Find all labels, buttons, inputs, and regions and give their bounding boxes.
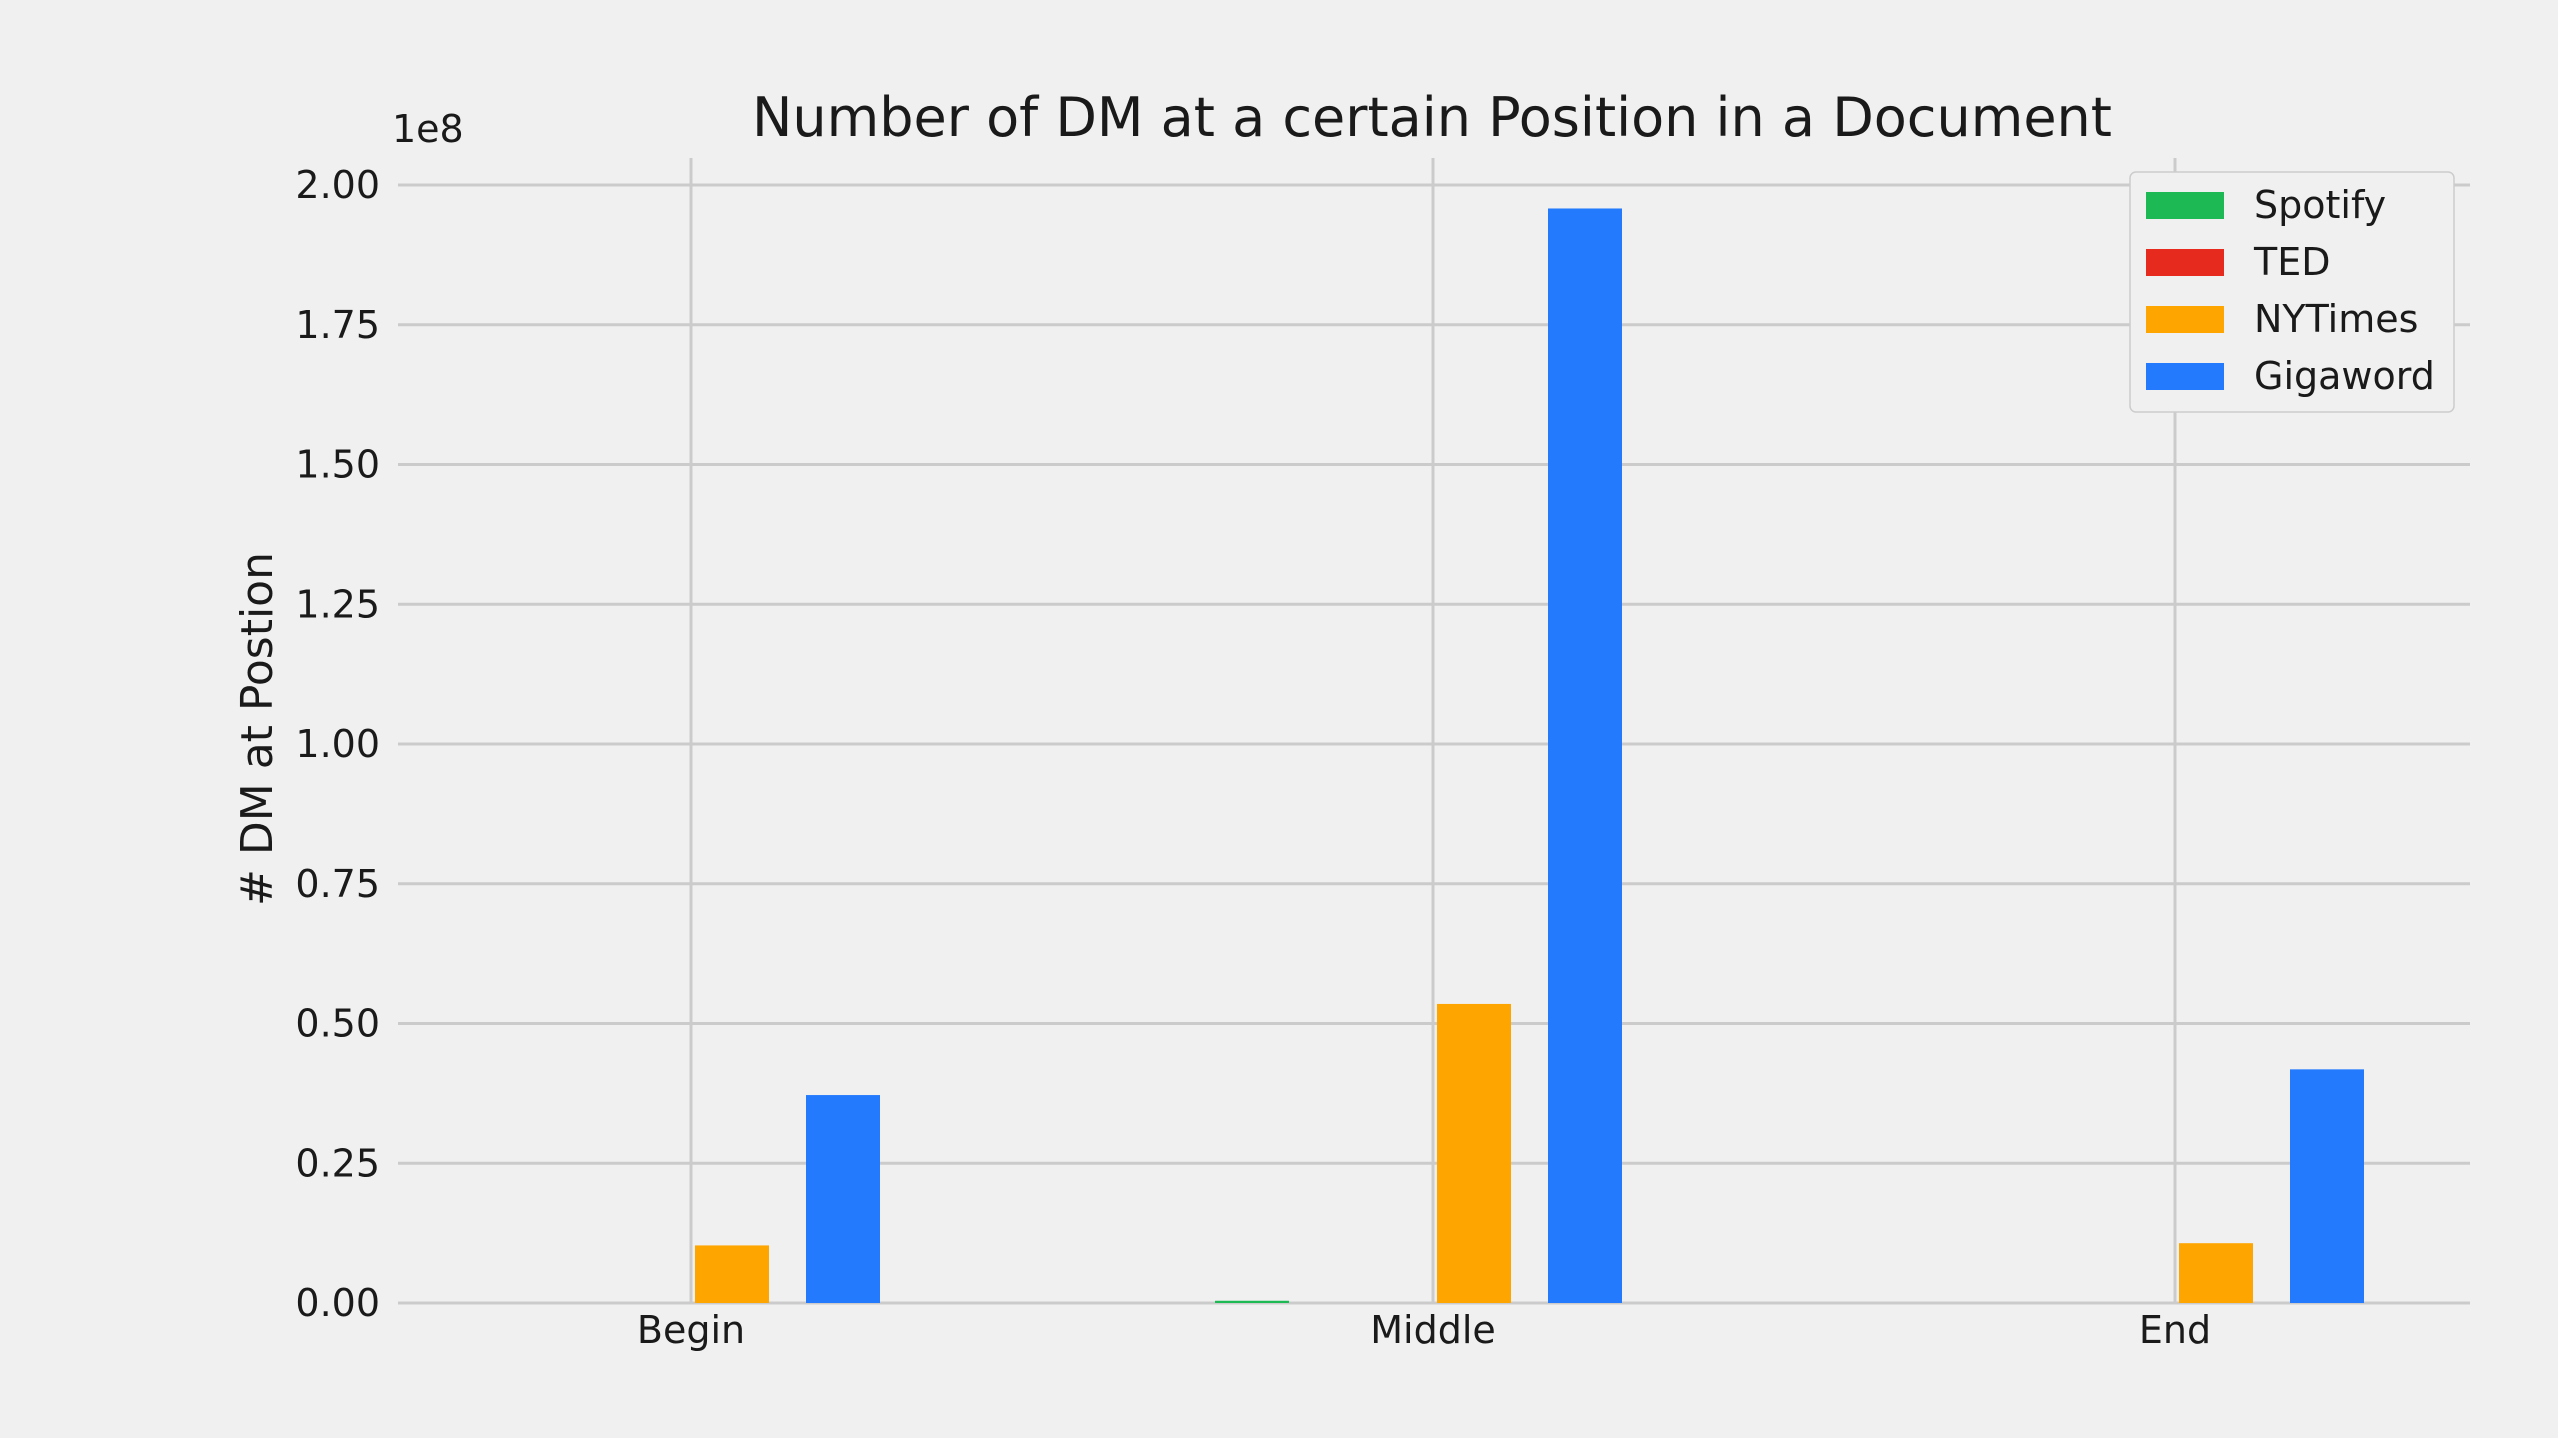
legend-swatch-ted bbox=[2146, 249, 2224, 276]
chart-title: Number of DM at a certain Position in a … bbox=[752, 86, 2112, 149]
y-tick-label: 0.75 bbox=[295, 862, 380, 906]
x-tick-label: End bbox=[2139, 1308, 2211, 1352]
axes: 0.00 0.25 0.50 0.75 1.00 1.25 1.50 1.75 2.00 Begi… bbox=[295, 163, 2211, 1352]
bar-nytimes-middle bbox=[1437, 1003, 1511, 1303]
bar-gigaword-end bbox=[2290, 1069, 2364, 1303]
bar-nytimes-begin bbox=[695, 1245, 769, 1303]
y-axis-label: # DM at Postion bbox=[232, 552, 283, 906]
legend-label-gigaword: Gigaword bbox=[2254, 354, 2435, 398]
bars bbox=[695, 208, 2364, 1303]
y-tick-label: 2.00 bbox=[295, 163, 380, 207]
bar-nytimes-end bbox=[2179, 1243, 2253, 1303]
legend-swatch-spotify bbox=[2146, 192, 2224, 219]
legend-swatch-gigaword bbox=[2146, 363, 2224, 390]
y-tick-label: 1.75 bbox=[295, 303, 380, 347]
bar-gigaword-middle bbox=[1548, 208, 1622, 1303]
legend-swatch-nytimes bbox=[2146, 306, 2224, 333]
bar-spotify-middle bbox=[1215, 1300, 1289, 1303]
y-tick-label: 0.50 bbox=[295, 1002, 380, 1046]
x-tick-label: Middle bbox=[1370, 1308, 1496, 1352]
y-tick-label: 1.25 bbox=[295, 582, 380, 626]
y-axis-offset-label: 1e8 bbox=[392, 107, 464, 151]
x-tick-label: Begin bbox=[637, 1308, 745, 1352]
y-tick-label: 0.00 bbox=[295, 1281, 380, 1325]
y-tick-label: 1.50 bbox=[295, 443, 380, 487]
y-tick-label: 0.25 bbox=[295, 1141, 380, 1185]
bar-gigaword-begin bbox=[806, 1095, 880, 1303]
legend-label-nytimes: NYTimes bbox=[2254, 297, 2418, 341]
legend: Spotify TED NYTimes Gigaword bbox=[2129, 171, 2455, 413]
legend-label-spotify: Spotify bbox=[2254, 183, 2386, 227]
legend-frame bbox=[2129, 171, 2455, 413]
legend-label-ted: TED bbox=[2253, 240, 2330, 284]
y-tick-label: 1.00 bbox=[295, 722, 380, 766]
